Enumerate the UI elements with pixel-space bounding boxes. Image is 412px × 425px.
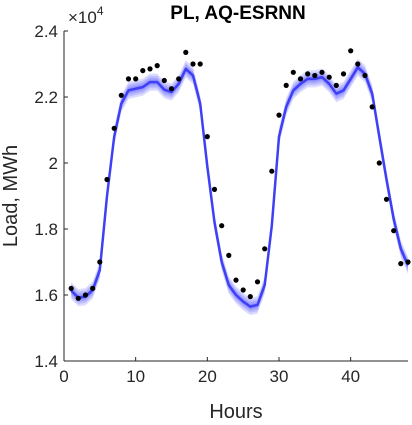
actual-point: [190, 61, 196, 67]
exponent-label: ×104: [68, 4, 104, 27]
actual-point: [391, 228, 397, 234]
actual-point: [68, 285, 74, 291]
actual-point: [383, 196, 390, 202]
actual-point: [226, 252, 232, 258]
actual-point: [369, 104, 375, 110]
actual-point: [362, 72, 368, 79]
actual-point: [333, 82, 339, 88]
actual-point: [118, 92, 124, 98]
actual-point: [97, 259, 103, 265]
y-tick-label: 2.4: [34, 22, 58, 41]
actual-point: [398, 261, 404, 267]
actual-point: [168, 86, 175, 92]
actual-point: [405, 259, 411, 265]
actual-point: [305, 71, 311, 77]
y-ticks: 1.4 1.6 1.8 2 2.2 2.4: [34, 22, 68, 371]
x-tick-label: 40: [341, 367, 360, 386]
actual-point: [204, 134, 210, 140]
actual-point: [247, 294, 253, 300]
y-tick-label: 1.8: [34, 220, 58, 239]
actual-point: [276, 112, 282, 118]
actual-point: [262, 246, 268, 252]
forecast-line: [70, 66, 410, 308]
actual-point: [319, 69, 325, 75]
actual-point: [176, 76, 182, 82]
actual-point: [290, 69, 296, 75]
actual-point: [104, 176, 110, 183]
actual-point: [348, 48, 354, 54]
actual-point: [376, 160, 382, 166]
actual-point: [90, 285, 96, 291]
actual-point: [312, 72, 318, 79]
actual-point: [125, 76, 132, 82]
actual-point: [140, 68, 146, 74]
quantile-band: [71, 63, 408, 311]
x-tick-label: 0: [59, 367, 68, 386]
actual-point: [197, 61, 203, 67]
actual-point: [154, 63, 160, 69]
y-tick-label: 2: [49, 154, 58, 173]
actual-point: [161, 77, 167, 84]
actual-point: [133, 76, 139, 82]
actual-point: [147, 66, 153, 72]
actual-points: [68, 48, 411, 301]
chart-title: PL, AQ-ESRNN: [170, 3, 305, 24]
y-tick-label: 1.6: [34, 286, 58, 305]
actual-point: [111, 125, 117, 131]
actual-point: [211, 186, 218, 192]
x-ticks: 0 10 20 30 40: [59, 357, 360, 386]
actual-point: [240, 287, 246, 293]
actual-point: [326, 74, 332, 80]
x-tick-label: 10: [126, 367, 145, 386]
actual-point: [283, 82, 289, 88]
actual-point: [254, 279, 261, 285]
actual-point: [355, 61, 361, 67]
x-tick-label: 30: [270, 367, 289, 386]
actual-point: [340, 71, 347, 77]
y-axis-label: Load, MWh: [0, 145, 22, 247]
actual-point: [297, 76, 304, 82]
actual-point: [219, 223, 225, 229]
actual-point: [233, 277, 239, 283]
actual-point: [269, 168, 275, 174]
actual-point: [82, 292, 89, 298]
actual-point: [75, 295, 81, 301]
actual-point: [183, 49, 189, 56]
x-tick-label: 20: [198, 367, 217, 386]
y-tick-label: 2.2: [34, 88, 58, 107]
y-tick-label: 1.4: [34, 352, 58, 371]
x-axis-label: Hours: [209, 401, 262, 423]
